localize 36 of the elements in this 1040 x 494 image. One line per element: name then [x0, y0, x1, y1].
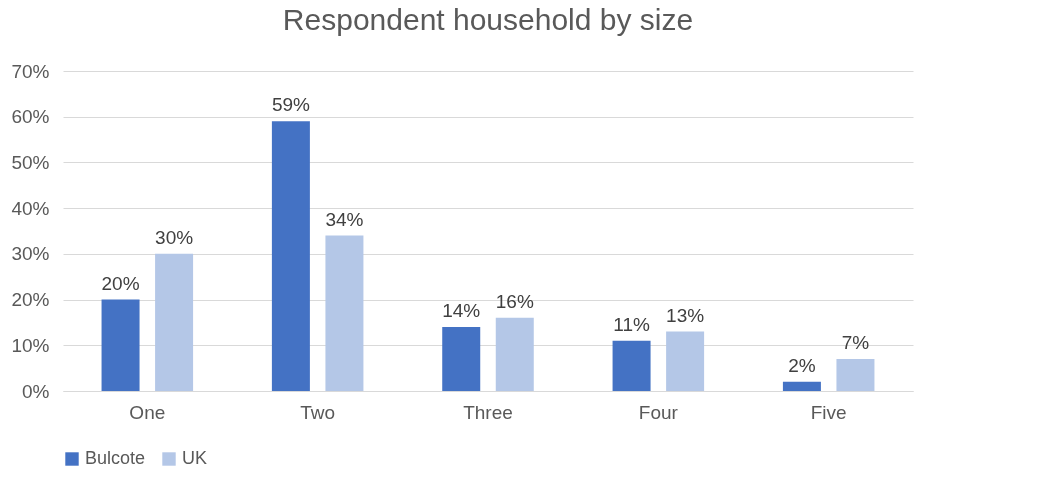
bar	[325, 235, 364, 391]
chart-title: Respondent household by size	[282, 3, 694, 36]
data-label: 11%	[613, 313, 650, 335]
bar	[271, 121, 310, 391]
data-label: 14%	[442, 300, 481, 321]
data-label: 20%	[101, 272, 140, 294]
y-tick-label: 0%	[22, 380, 50, 402]
y-tick-label: 40%	[11, 197, 50, 219]
bar	[442, 327, 481, 391]
x-tick-label: Four	[638, 401, 679, 423]
legend-label: Bulcote	[85, 448, 146, 468]
y-tick-label: 50%	[11, 151, 50, 173]
bar	[782, 381, 821, 391]
legend-label: UK	[182, 448, 208, 468]
bar	[836, 359, 875, 391]
data-label: 30%	[155, 226, 194, 248]
bar	[155, 253, 194, 391]
data-label: 13%	[666, 304, 705, 326]
bar	[666, 331, 705, 391]
data-label: 2%	[788, 354, 816, 376]
data-label: 7%	[841, 332, 870, 353]
bar	[101, 299, 140, 391]
y-tick-label: 70%	[11, 60, 50, 82]
y-tick-label: 20%	[11, 289, 50, 311]
x-tick-label: Two	[300, 401, 336, 423]
x-tick-label: One	[129, 401, 166, 423]
x-tick-label: Three	[463, 401, 513, 423]
data-label: 16%	[495, 290, 534, 312]
x-tick-label: Five	[810, 401, 847, 423]
data-label: 59%	[271, 94, 311, 116]
y-tick-label: 30%	[11, 243, 50, 265]
y-tick-label: 10%	[11, 334, 50, 356]
bar	[495, 317, 534, 391]
y-tick-label: 60%	[11, 106, 50, 128]
data-label: 34%	[325, 208, 364, 230]
bar	[612, 340, 651, 391]
